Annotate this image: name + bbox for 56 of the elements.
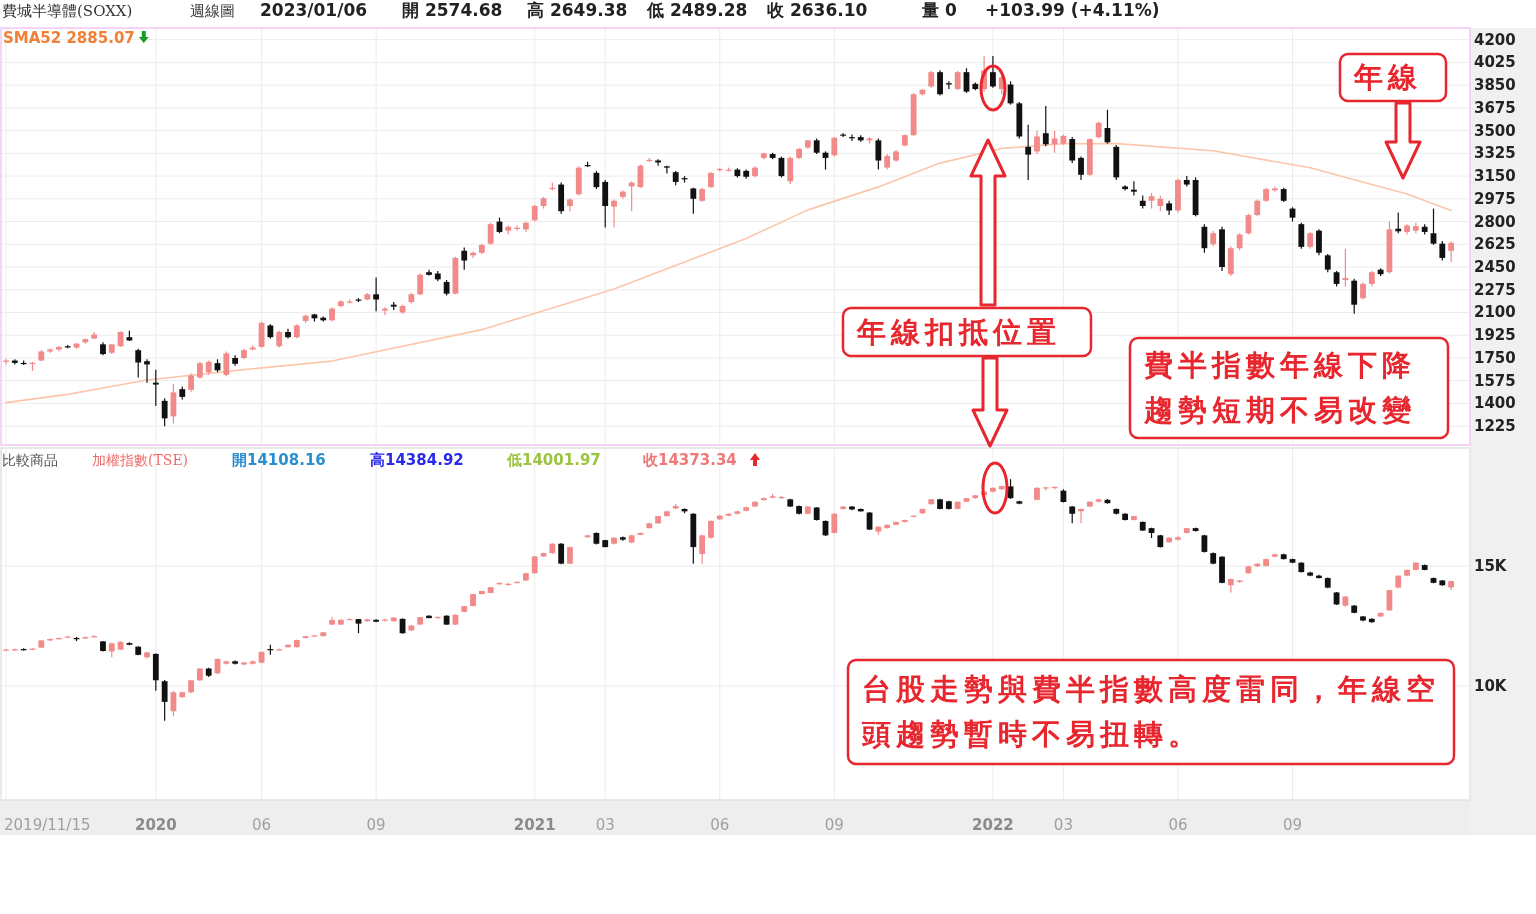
x-tick-label: 2019/11/15 <box>4 816 91 834</box>
y-tick-label: 3325 <box>1474 144 1516 163</box>
annotation: 加權指數(TSE) <box>92 452 189 468</box>
legend: SMA52 2885.07 <box>3 29 135 48</box>
note-box: 年線扣抵位置 <box>841 306 1093 358</box>
y-tick-label: 15K <box>1474 557 1508 576</box>
annotation: 高14384.92 <box>370 451 464 469</box>
annotation: 年線扣抵位置 <box>856 314 1061 349</box>
y-tick-label: 2625 <box>1474 235 1516 254</box>
x-tick-label: 03 <box>1053 816 1073 834</box>
y-tick-label: 2275 <box>1474 280 1516 299</box>
x-tick-label: 2021 <box>513 816 556 834</box>
annotation: 開14108.16 <box>232 451 326 469</box>
text: 費城半導體(SOXX) <box>2 2 133 20</box>
x-tick-label: 09 <box>366 816 386 834</box>
text: 開 2574.68 <box>402 0 503 20</box>
x-tick-label: 09 <box>824 816 844 834</box>
x-tick-label: 03 <box>595 816 615 834</box>
x-tick-label: 2020 <box>134 816 177 834</box>
text: 2023/01/06 <box>260 0 368 20</box>
text: 週線圖 <box>190 2 235 20</box>
x-tick-label: 09 <box>1282 816 1303 834</box>
y-tick-label: 1575 <box>1474 371 1516 390</box>
x-tick-label: 06 <box>710 816 730 834</box>
y-tick-label: 2100 <box>1474 303 1516 322</box>
x-tick-label: 06 <box>252 816 272 834</box>
annotation: 收14373.34 <box>643 451 737 469</box>
y-tick-label: 2450 <box>1474 258 1516 277</box>
text: 量 0 <box>921 0 957 20</box>
x-tick-label: 2022 <box>972 816 1014 834</box>
y-tick-label: 1225 <box>1474 417 1516 436</box>
text: 收 2636.10 <box>767 0 868 20</box>
annotation: 比較商品 <box>2 452 58 468</box>
note-box: 台股走勢與費半指數高度雷同，年線空頭趨勢暫時不易扭轉。 <box>846 658 1456 766</box>
y-tick-label: 3675 <box>1474 98 1516 117</box>
annotation: 台股走勢與費半指數高度雷同，年線空頭趨勢暫時不易扭轉。 <box>861 672 1440 752</box>
y-tick-label: 2975 <box>1474 189 1516 208</box>
text: 高 2649.38 <box>527 0 628 20</box>
y-tick-label: 4025 <box>1474 53 1516 72</box>
x-tick-label: 06 <box>1168 816 1188 834</box>
y-tick-label: 2800 <box>1474 212 1516 231</box>
y-tick-label: 1750 <box>1474 348 1516 367</box>
note-box: 費半指數年線下降趨勢短期不易改變 <box>1128 336 1450 440</box>
text: 低 2489.28 <box>646 0 748 20</box>
y-tick-label: 10K <box>1474 677 1508 696</box>
y-tick-label: 1925 <box>1474 326 1516 345</box>
annotation: 年線 <box>1353 60 1422 95</box>
y-tick-label: 1400 <box>1474 394 1516 413</box>
y-tick-label: 3150 <box>1474 167 1516 186</box>
y-tick-label: 4200 <box>1474 30 1516 49</box>
annotation: 費半指數年線下降趨勢短期不易改變 <box>1143 348 1416 428</box>
y-tick-label: 3850 <box>1474 76 1516 95</box>
note-box: 年線 <box>1338 52 1448 103</box>
annotation: 低14001.97 <box>506 451 601 469</box>
y-tick-label: 3500 <box>1474 121 1516 140</box>
text: +103.99 (+4.11%) <box>985 0 1160 20</box>
